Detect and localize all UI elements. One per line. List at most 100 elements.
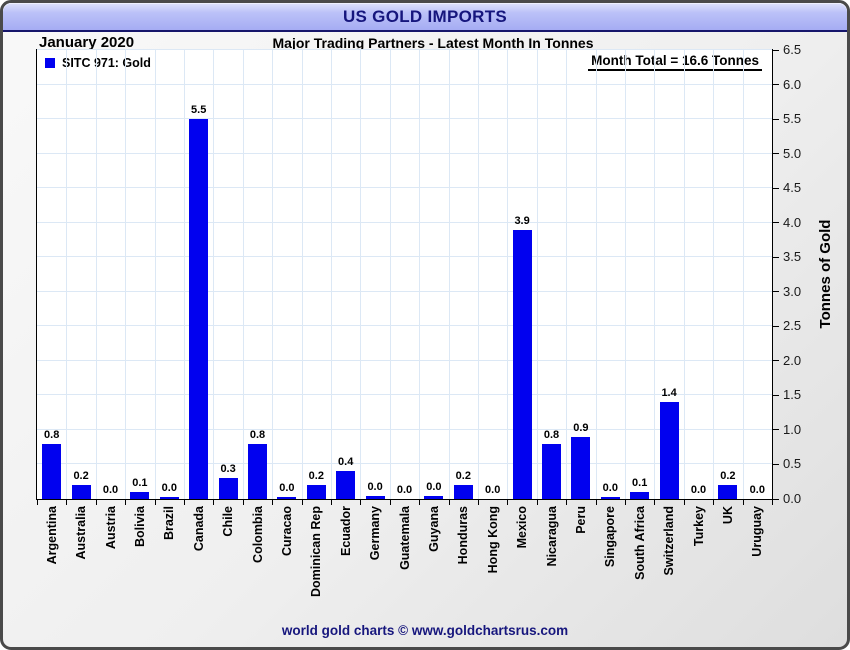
bar-mexico — [512, 230, 532, 499]
x-tick — [389, 500, 391, 505]
x-label-australia: Australia — [74, 506, 89, 560]
h-gridline — [37, 256, 772, 258]
y-tick — [773, 84, 779, 86]
x-label-nicaragua: Nicaragua — [544, 506, 559, 567]
y-axis-title: Tonnes of Gold — [817, 219, 834, 329]
bar-bolivia — [130, 492, 150, 499]
x-tick — [301, 500, 303, 505]
v-gridline — [448, 50, 450, 499]
footer-credit: world gold charts © www.goldchartsrus.co… — [281, 623, 569, 638]
x-label-guatemala: Guatemala — [397, 506, 412, 570]
title-bar: US GOLD IMPORTS — [3, 3, 847, 32]
bar-value-label: 0.2 — [308, 470, 324, 482]
v-gridline — [213, 50, 215, 499]
bar-value-label: 5.5 — [191, 104, 207, 116]
bar-value-label: 0.0 — [749, 484, 765, 496]
v-gridline — [478, 50, 479, 499]
x-label-ecuador: Ecuador — [338, 506, 353, 557]
h-gridline — [37, 152, 772, 154]
h-gridline — [37, 83, 772, 85]
x-label-canada: Canada — [191, 506, 206, 552]
bar-value-label: 0.9 — [573, 422, 589, 434]
x-label-guyana: Guyana — [426, 506, 441, 552]
x-label-chile: Chile — [221, 506, 236, 537]
v-gridline — [154, 50, 156, 499]
v-gridline — [419, 50, 421, 499]
h-gridline — [37, 49, 772, 50]
legend-label: SITC 971: Gold — [62, 56, 151, 70]
y-tick-label: 4.5 — [783, 180, 802, 196]
x-label-uk: UK — [720, 506, 735, 525]
bar-canada — [189, 119, 209, 499]
bar-value-label: 0.0 — [161, 482, 177, 494]
bar-ecuador — [336, 471, 356, 499]
v-gridline — [301, 50, 303, 499]
x-label-south-africa: South Africa — [632, 506, 647, 580]
y-tick — [773, 498, 779, 500]
bar-dominican-rep — [306, 485, 326, 499]
y-tick-label: 3.0 — [783, 283, 802, 299]
bar-singapore — [600, 497, 620, 499]
x-tick — [566, 500, 568, 505]
bar-value-label: 0.2 — [720, 470, 736, 482]
x-label-singapore: Singapore — [603, 506, 618, 568]
y-tick-label: 0.5 — [783, 456, 802, 472]
y-tick-label: 0.0 — [783, 491, 802, 506]
bar-nicaragua — [542, 444, 561, 499]
y-tick — [773, 118, 779, 120]
bar-guyana — [424, 496, 444, 499]
period-label: January 2020 — [39, 34, 135, 51]
y-tick — [773, 49, 779, 51]
x-label-argentina: Argentina — [44, 506, 59, 565]
y-tick-label: 5.5 — [783, 111, 802, 127]
v-gridline — [742, 50, 744, 499]
x-tick — [331, 500, 332, 505]
bar-value-label: 0.0 — [396, 484, 413, 496]
y-tick-label: 2.5 — [783, 318, 802, 334]
bar-value-label: 0.8 — [44, 429, 60, 441]
y-tick-label: 2.0 — [783, 352, 802, 368]
v-gridline — [536, 50, 538, 499]
x-tick — [419, 500, 421, 505]
page-title: US GOLD IMPORTS — [342, 6, 508, 26]
bar-argentina — [42, 444, 62, 499]
x-tick — [66, 500, 68, 505]
x-label-dominican-rep: Dominican Rep — [309, 506, 324, 597]
bar-value-label: 0.8 — [543, 429, 560, 441]
v-gridline — [389, 50, 391, 499]
x-tick — [154, 500, 156, 505]
v-gridline — [713, 50, 715, 499]
y-tick-label: 3.5 — [783, 249, 802, 265]
bar-value-label: 0.0 — [602, 482, 618, 494]
bar-value-label: 0.4 — [338, 456, 354, 468]
y-tick — [773, 222, 779, 224]
bar-value-label: 0.0 — [102, 484, 119, 496]
x-label-germany: Germany — [368, 506, 383, 561]
x-tick — [272, 500, 274, 505]
bar-australia — [71, 485, 91, 499]
x-label-colombia: Colombia — [250, 506, 265, 563]
y-tick — [773, 463, 779, 465]
v-gridline — [360, 50, 362, 499]
bar-value-label: 0.8 — [249, 429, 266, 441]
bar-chile — [218, 478, 238, 499]
x-tick — [654, 500, 656, 505]
v-gridline — [95, 50, 97, 499]
plot-area: SITC 971: Gold Month Total = 16.6 Tonnes… — [36, 49, 773, 500]
v-gridline — [272, 50, 274, 499]
h-gridline — [37, 359, 772, 361]
h-gridline — [37, 221, 772, 223]
v-gridline — [331, 50, 332, 499]
x-tick — [595, 500, 597, 505]
v-gridline — [683, 50, 685, 499]
y-tick-label: 6.0 — [783, 76, 802, 92]
bar-value-label: 0.2 — [455, 470, 471, 482]
y-tick-label: 4.0 — [783, 214, 802, 230]
x-tick — [184, 500, 185, 505]
x-label-honduras: Honduras — [456, 506, 471, 565]
x-tick — [213, 500, 215, 505]
v-gridline — [595, 50, 597, 499]
bar-value-label: 0.3 — [220, 463, 236, 475]
bar-value-label: 0.2 — [73, 470, 89, 482]
